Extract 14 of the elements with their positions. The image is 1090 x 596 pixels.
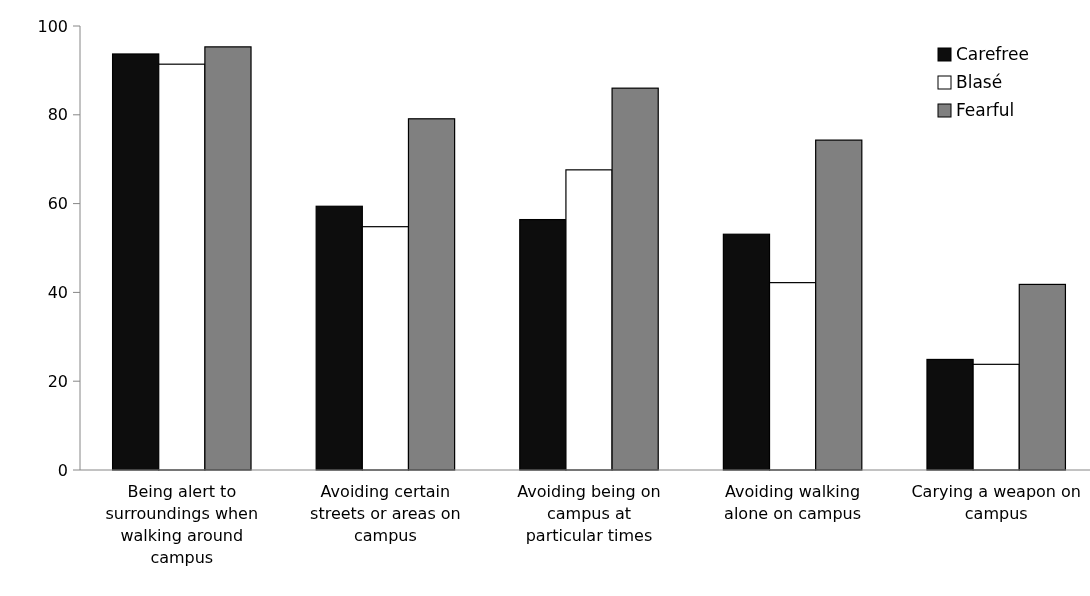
x-tick-label: Avoiding certain streets or areas on campus bbox=[310, 482, 461, 545]
y-tick-label: 0 bbox=[57, 460, 68, 480]
legend-label: Carefree bbox=[956, 43, 1029, 64]
y-tick-label: 100 bbox=[37, 16, 68, 36]
y-tick-label: 40 bbox=[47, 283, 68, 302]
y-tick-label: 80 bbox=[47, 105, 68, 125]
x-tick-label: Avoiding walking alone on campus bbox=[724, 482, 862, 523]
x-tick-label: Being alert to surroundings when walking around campus bbox=[105, 482, 259, 567]
legend-label: Fearful bbox=[956, 99, 1015, 120]
legend-label: Blasé bbox=[956, 71, 1003, 92]
x-tick-label: Avoiding being on campus at particular times bbox=[517, 482, 661, 545]
y-tick-label: 60 bbox=[47, 194, 68, 214]
y-tick-label: 20 bbox=[47, 371, 68, 391]
x-tick-label: Carying a weapon on campus bbox=[911, 482, 1081, 523]
